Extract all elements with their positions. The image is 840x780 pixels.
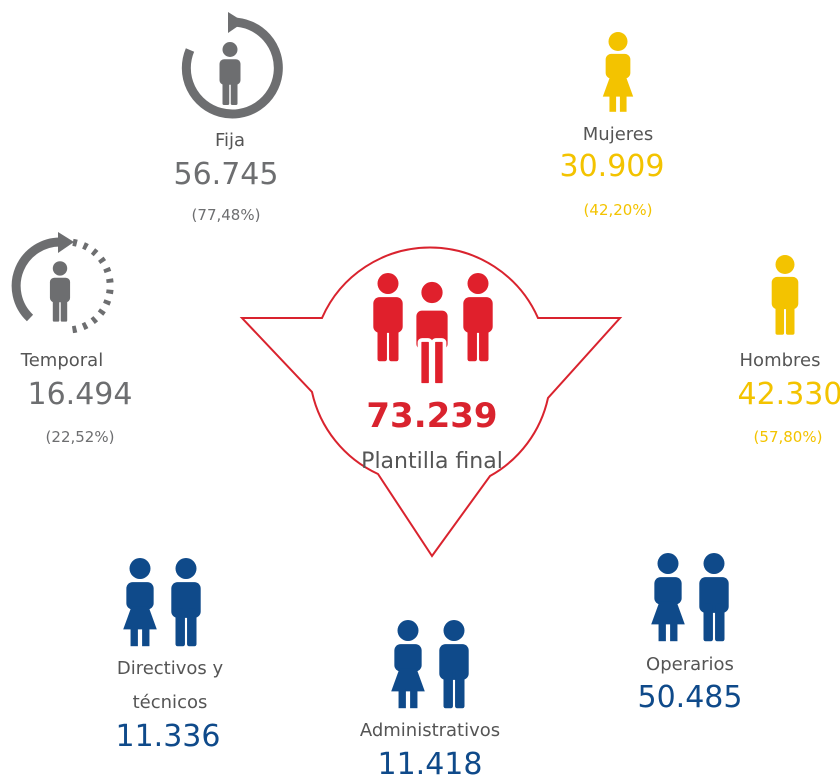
label: Directivos y xyxy=(117,658,224,679)
label: Temporal xyxy=(20,350,103,371)
label: Hombres xyxy=(740,350,821,371)
total-label: Plantilla final xyxy=(361,449,503,474)
temporal-icon xyxy=(11,232,114,334)
value: 50.485 xyxy=(638,680,743,715)
value: 56.745 xyxy=(174,157,279,192)
label: Administrativos xyxy=(360,720,500,741)
value: 11.418 xyxy=(378,747,483,780)
value: 30.909 xyxy=(560,149,665,184)
callout xyxy=(239,246,623,558)
value: 16.494 xyxy=(28,377,133,412)
fija-icon xyxy=(181,12,283,119)
pair-icon xyxy=(123,558,201,647)
label: Operarios xyxy=(646,654,734,675)
value: 42.330 xyxy=(738,377,840,412)
pair-icon xyxy=(391,620,469,709)
pct: (42,20%) xyxy=(584,201,653,219)
pct: (77,48%) xyxy=(192,206,261,224)
label: Mujeres xyxy=(583,124,653,145)
man-icon xyxy=(771,255,799,335)
pct: (22,52%) xyxy=(46,428,115,446)
pair-icon xyxy=(651,553,729,642)
label: Fija xyxy=(215,130,245,151)
woman-icon xyxy=(602,31,634,112)
total-value: 73.239 xyxy=(366,396,497,436)
value: 11.336 xyxy=(116,719,221,754)
label: técnicos xyxy=(133,692,208,713)
pct: (57,80%) xyxy=(754,428,823,446)
